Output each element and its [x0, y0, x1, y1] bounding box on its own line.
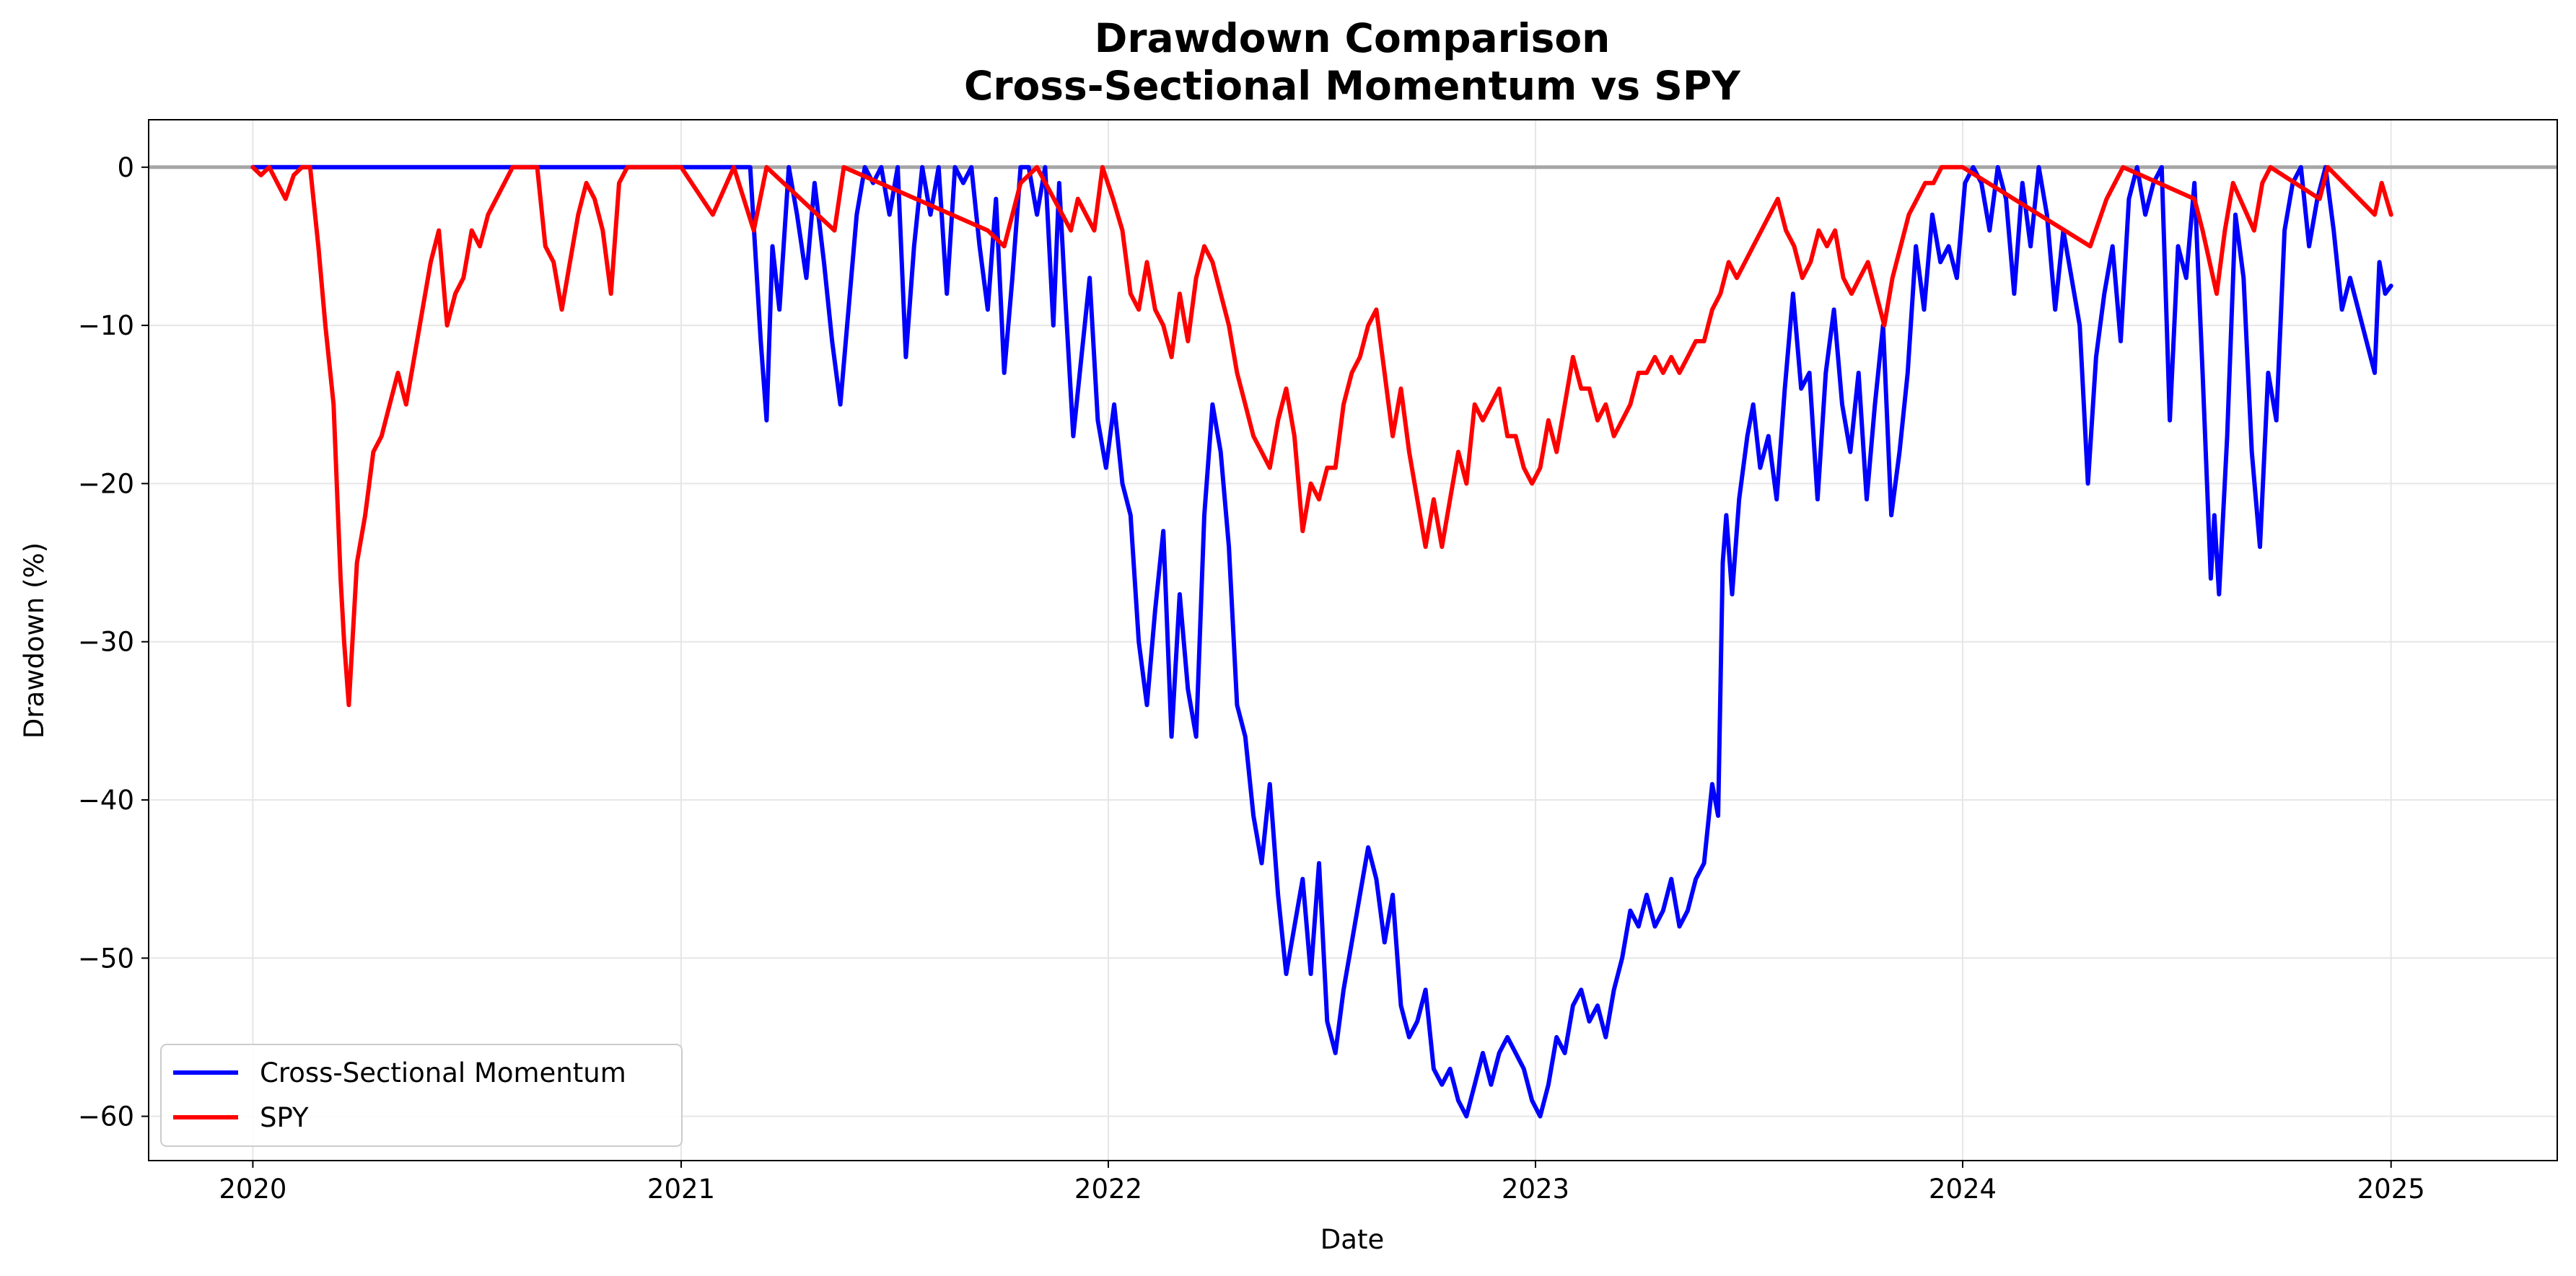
y-tick-label: −20: [78, 468, 134, 499]
series-line-momentum: [250, 164, 2393, 1119]
x-axis-label: Date: [1320, 1224, 1384, 1255]
y-tick-label: −10: [78, 310, 134, 341]
y-axis: 0 −10 −20 −30 −40 −50 −60: [78, 152, 149, 1132]
legend: Cross-Sectional Momentum SPY: [160, 1044, 683, 1147]
y-tick-label: 0: [117, 152, 134, 183]
grid: [149, 120, 2557, 1161]
x-tick-label: 2021: [647, 1174, 715, 1205]
y-tick-label: −30: [78, 627, 134, 658]
legend-box: [160, 1044, 683, 1147]
y-tick-label: −50: [78, 943, 134, 974]
x-tick-label: 2024: [1929, 1174, 1997, 1205]
y-axis-label: Drawdown (%): [19, 542, 50, 739]
series-line-spy: [250, 164, 2393, 708]
legend-label-spy: SPY: [260, 1102, 309, 1133]
y-tick-label: −60: [78, 1101, 134, 1132]
x-tick-label: 2022: [1074, 1174, 1142, 1205]
x-tick-label: 2020: [219, 1174, 286, 1205]
plot-frame: [148, 119, 2558, 1161]
x-tick-label: 2023: [1502, 1174, 1569, 1205]
y-tick-label: −40: [78, 785, 134, 816]
chart-title-line2: Cross-Sectional Momentum vs SPY: [964, 63, 1741, 109]
chart-title-line1: Drawdown Comparison: [1095, 15, 1611, 61]
legend-label-momentum: Cross-Sectional Momentum: [260, 1057, 626, 1088]
x-axis: 2020 2021 2022 2023 2024 2025: [219, 1161, 2425, 1205]
series-layer: [250, 164, 2393, 1119]
x-tick-label: 2025: [2357, 1174, 2425, 1205]
